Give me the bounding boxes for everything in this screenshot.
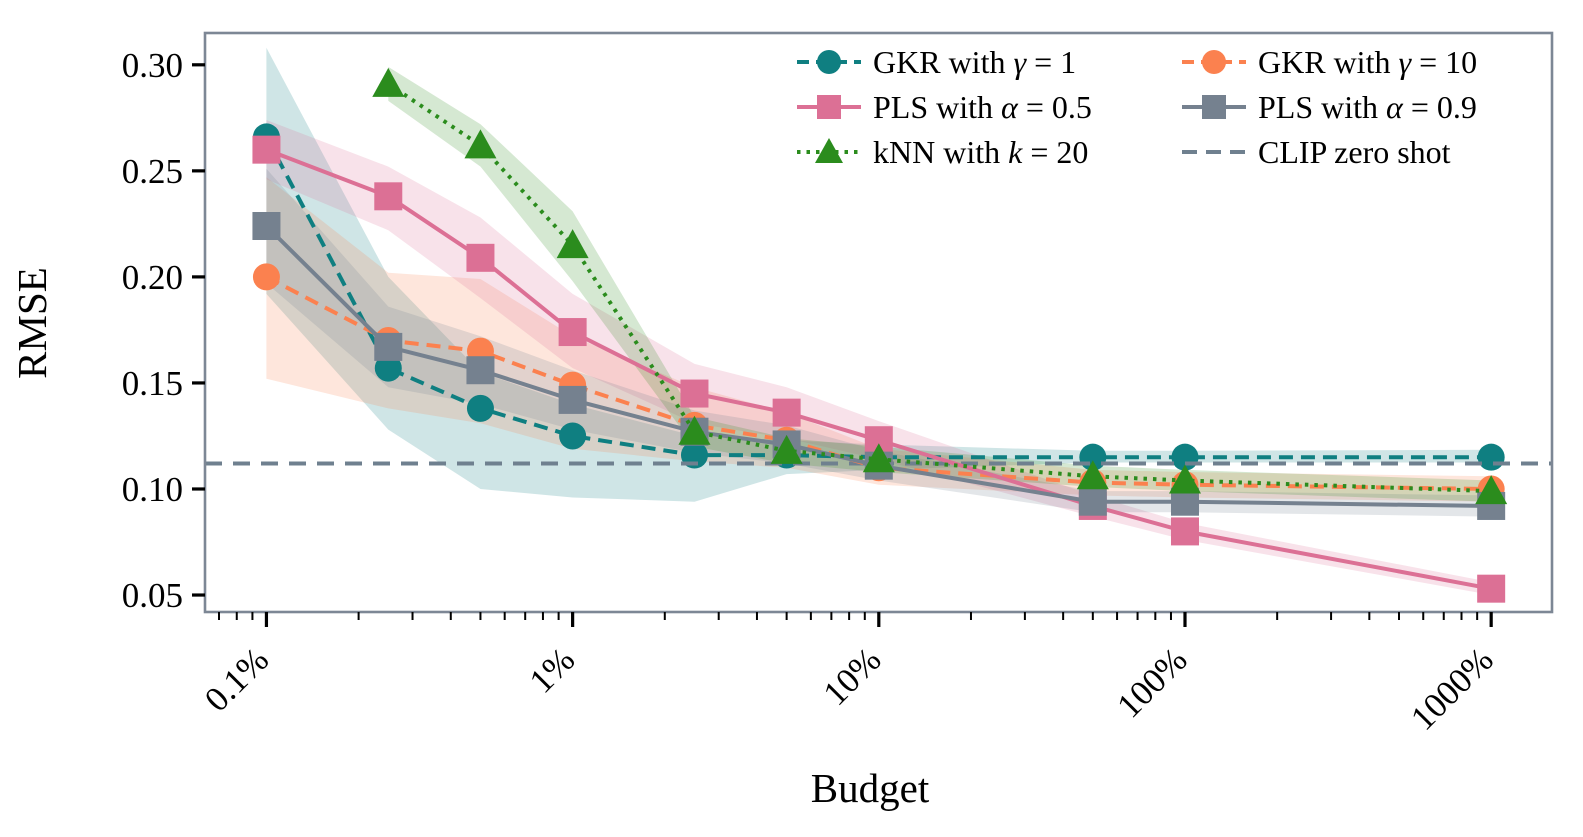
legend-entry-2: PLS with α = 0.5 [797,89,1092,125]
legend-label: GKR with γ = 10 [1258,44,1477,80]
legend-marker [1202,95,1226,119]
marker-3-1 [374,332,403,361]
marker-3-7 [1078,487,1107,516]
series-4 [372,67,1508,505]
marker-2-1 [374,182,403,211]
marker-2-4 [680,379,709,408]
legend-marker [815,138,843,163]
legend-entry-3: PLS with α = 0.9 [1182,89,1477,125]
y-tick-label: 0.05 [122,576,183,615]
marker-2-3 [558,318,587,347]
marker-0-2 [466,394,494,422]
x-axis-label: Budget [811,765,930,811]
legend-marker [817,95,841,119]
marker-2-5 [772,398,801,427]
marker-4-4 [678,415,711,445]
y-tick-label: 0.30 [122,46,183,85]
series-3 [252,212,1506,520]
marker-0-3 [559,422,587,450]
y-tick-label: 0.15 [122,364,183,403]
legend-label: GKR with γ = 1 [873,44,1076,80]
marker-2-8 [1170,517,1199,546]
series-line-1 [265,275,1492,491]
legend-label: PLS with α = 0.9 [1258,89,1477,125]
marker-4-1 [372,67,405,97]
marker-4-7 [1076,460,1109,490]
band-2 [266,120,1492,595]
y-axis-label: RMSE [9,267,55,379]
legend-label: PLS with α = 0.5 [873,89,1092,125]
legend-marker [1202,50,1226,74]
y-tick-label: 0.20 [122,258,183,297]
marker-2-2 [466,243,495,272]
marker-4-9 [1475,475,1508,505]
marker-3-2 [466,356,495,385]
marker-4-5 [770,434,803,464]
band-1 [266,177,1492,502]
legend-label: CLIP zero shot [1258,134,1451,170]
marker-4-2 [464,129,497,159]
marker-0-1 [374,354,402,382]
series-line-3 [264,224,1492,508]
marker-2-0 [252,135,281,164]
legend-entry-5: CLIP zero shot [1182,134,1451,170]
legend-entry-4: kNN with k = 20 [797,134,1088,170]
y-tick-label: 0.10 [122,470,183,509]
legend: GKR with γ = 1 GKR with γ = 10 PLS with α … [797,44,1477,170]
legend-marker [817,50,841,74]
marker-0-9 [1477,443,1505,471]
legend-label: kNN with k = 20 [873,134,1088,170]
series-line-2 [265,147,1492,591]
legend-entry-1: GKR with γ = 10 [1182,44,1477,80]
marker-3-3 [558,385,587,414]
marker-2-9 [1477,574,1506,603]
band-4 [388,66,1492,502]
series-over-layer [252,67,1508,603]
marker-4-3 [556,229,589,259]
marker-3-0 [252,212,281,240]
marker-4-8 [1168,464,1201,494]
y-tick-label: 0.25 [122,152,183,191]
legend-entry-0: GKR with γ = 1 [797,44,1076,80]
marker-1-0 [252,263,280,291]
series-line-0 [264,135,1492,460]
series-2 [252,135,1506,603]
marker-4-6 [862,443,895,473]
